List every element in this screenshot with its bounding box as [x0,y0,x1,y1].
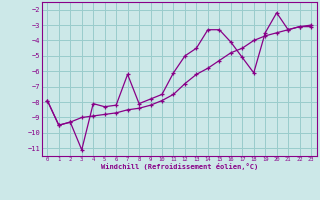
X-axis label: Windchill (Refroidissement éolien,°C): Windchill (Refroidissement éolien,°C) [100,163,258,170]
